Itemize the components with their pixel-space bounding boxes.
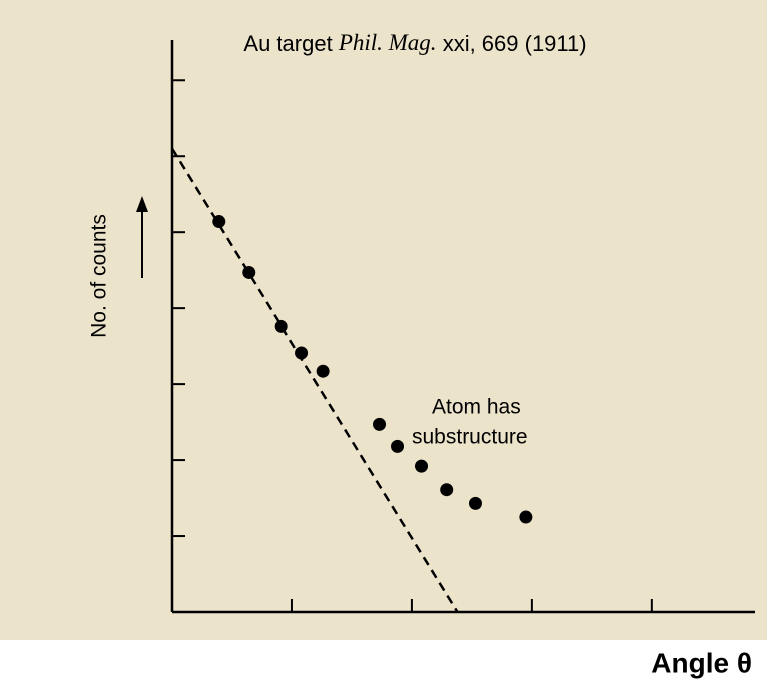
- scan-background: [0, 0, 767, 640]
- x-axis-label: Angle θ: [651, 647, 752, 678]
- data-point: [212, 215, 226, 229]
- data-point: [295, 346, 309, 360]
- annotation: Atom has: [432, 396, 521, 419]
- data-point: [519, 510, 533, 524]
- y-axis-label: No. of counts: [88, 214, 111, 338]
- data-point: [242, 265, 256, 279]
- title-part: Au target: [243, 31, 332, 56]
- y-arrowhead: [136, 196, 148, 212]
- title-part: xxi, 669 (1911): [443, 31, 587, 56]
- data-point: [415, 459, 429, 473]
- data-point: [274, 319, 288, 333]
- data-point: [440, 483, 454, 497]
- title-part: Phil. Mag.: [338, 30, 437, 55]
- data-point: [316, 364, 330, 378]
- data-point: [468, 496, 482, 510]
- data-point: [391, 439, 405, 453]
- chart-title: Au target Phil. Mag. xxi, 669 (1911): [243, 30, 586, 56]
- annotation: substructure: [412, 426, 528, 449]
- data-point: [373, 417, 387, 431]
